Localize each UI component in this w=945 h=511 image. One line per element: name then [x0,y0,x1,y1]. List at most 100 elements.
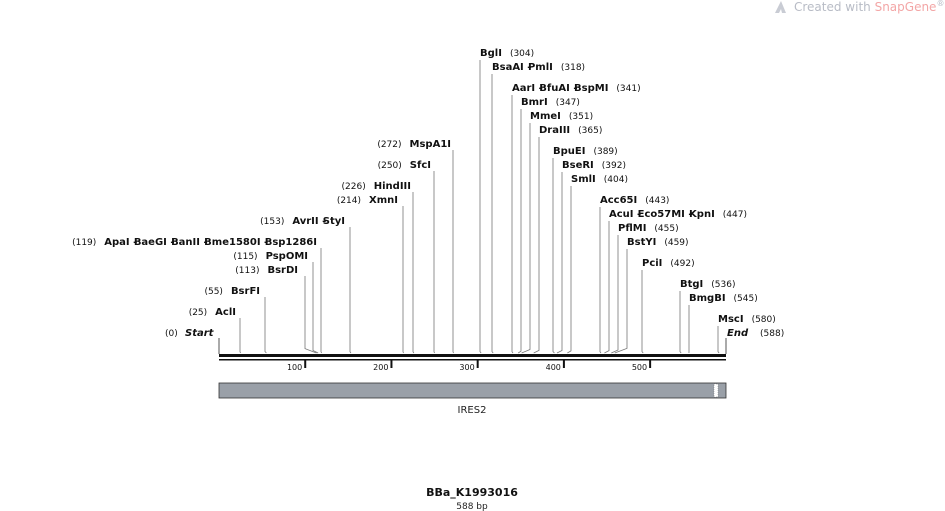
site-line [556,172,563,354]
site-bgli[interactable]: BglI (304) [479,48,534,354]
site-label: BsaAI - PmlI (318) [492,62,585,73]
site-mspa1i[interactable]: (272) MspA1I [377,139,454,354]
site-position: (341) [616,84,640,94]
feature-ires2[interactable]: IRES2 [218,382,727,416]
enzyme-name-avrii: AvrII [292,216,318,227]
site-position: (55) [204,287,222,297]
site-label: (226) HindIII [342,181,411,192]
site-separator: - [524,62,535,73]
site-label: BmrI (347) [521,97,580,108]
enzyme-name-acli: AclI [215,307,236,318]
site-line [599,207,602,354]
site-bseri[interactable]: BseRI (392) [556,160,626,354]
site-label: (119) ApaI - BaeGI - BanII - Bme1580I - B… [72,237,317,248]
site-msci[interactable]: MscI (580) [717,314,776,354]
site-btgi[interactable]: BtgI (536) [679,279,735,354]
svg-text:Created with SnapGene®: Created with SnapGene® [794,0,944,14]
enzyme-name-banii: BanII [171,237,200,248]
watermark-prefix: Created with [794,0,875,14]
site-bmgbi[interactable]: BmgBI (545) [688,293,758,354]
site-separator: - [634,209,645,220]
site-separator: - [685,209,696,220]
site-position: (226) [342,182,366,192]
enzyme-name-bsrdi: BsrDI [267,265,298,276]
site-bsrfi[interactable]: (55) BsrFI [204,286,267,354]
site-label: (272) MspA1I [377,139,451,150]
site-line [517,109,522,354]
enzyme-name-bseri: BseRI [562,160,594,171]
site-aari[interactable]: AarI - BfuAI - BspMI (341) [511,83,641,354]
site-separator: - [261,237,272,248]
site-xmni[interactable]: (214) XmnI [337,195,404,354]
sequence-length: 588 bp [456,502,488,511]
site-line [614,249,628,354]
site-avrii[interactable]: (153) AvrII - StyI [260,216,352,354]
enzyme-name-draiii: DraIII [539,125,570,136]
site-position: (214) [337,196,361,206]
site-position: (153) [260,217,284,227]
site-bsrdi[interactable]: (113) BsrDI [235,265,317,354]
site-pcii[interactable]: PciI (492) [641,258,695,354]
enzyme-name-acui: AcuI [609,209,634,220]
ruler-label-300: 300 [459,363,474,372]
site-position: (318) [561,63,585,73]
site-draiii[interactable]: DraIII (365) [533,125,603,354]
site-label: BmgBI (545) [689,293,758,304]
site-position: (347) [556,98,580,108]
site-line [304,276,317,354]
enzyme-name-aari: AarI [512,83,535,94]
ruler-label-100: 100 [287,363,302,372]
site-bmri[interactable]: BmrI (347) [517,97,580,354]
enzyme-name-bgli: BglI [480,48,502,59]
site-bpuei[interactable]: BpuEI (389) [552,146,618,354]
site-line [533,137,540,354]
site-bsaai[interactable]: BsaAI - PmlI (318) [491,62,585,354]
enzyme-name-pflmi: PflMI [618,223,646,234]
sequence-name: BBa_K1993016 [426,486,518,499]
site-sfci[interactable]: (250) SfcI [378,160,435,354]
site-position: (580) [752,315,776,325]
site-acli[interactable]: (25) AclI [189,307,241,354]
site-label: MscI (580) [718,314,776,325]
site-label: (250) SfcI [378,160,431,171]
site-label: Acc65I (443) [600,195,669,206]
feature-label: IRES2 [458,405,487,416]
site-hindiii[interactable]: (226) HindIII [342,181,415,354]
enzyme-name-apai: ApaI [104,237,129,248]
sequence-backbone [219,354,726,361]
site-mmei[interactable]: MmeI (351) [521,111,593,354]
site-smli[interactable]: SmlI (404) [567,174,628,354]
site-acc65i[interactable]: Acc65I (443) [599,195,669,354]
enzyme-name-styi: StyI [323,216,345,227]
site-position: (389) [593,147,617,157]
site-position: (25) [189,308,207,318]
site-line [239,318,241,354]
enzyme-name-bsp1286i: Bsp1286I [265,237,317,248]
site-pflmi[interactable]: PflMI (455) [611,223,679,354]
site-line [412,192,415,354]
site-apai[interactable]: (119) ApaI - BaeGI - BanII - Bme1580I - B… [72,237,322,354]
enzyme-name-msci: MscI [718,314,744,325]
site-line [521,123,531,354]
site-pspomi[interactable]: (115) PspOMI [233,251,319,354]
site-position: (351) [569,112,593,122]
enzyme-name-bspmi: BspMI [574,83,608,94]
ruler-tick-400 [562,360,565,368]
site-position: (404) [604,175,628,185]
site-line [320,248,322,354]
site-label: MmeI (351) [530,111,593,122]
site-line [479,60,482,354]
ruler-tick-200 [390,360,393,368]
enzyme-name-bpuei: BpuEI [553,146,585,157]
enzyme-name-bsrfi: BsrFI [231,286,260,297]
site-position: (250) [378,161,402,171]
site-position: (113) [235,266,259,276]
site-label: PciI (492) [642,258,695,269]
site-label: AcuI - Eco57MI - KpnI (447) [609,209,747,220]
site-line [679,291,682,354]
enzyme-name-kpni: KpnI [689,209,715,220]
site-acui[interactable]: AcuI - Eco57MI - KpnI (447) [604,209,747,354]
site-label: (25) AclI [189,307,236,318]
site-label: (115) PspOMI [233,251,308,262]
site-bstyi[interactable]: BstYI (459) [614,237,689,354]
